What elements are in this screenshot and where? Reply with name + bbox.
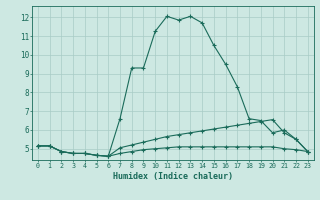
X-axis label: Humidex (Indice chaleur): Humidex (Indice chaleur) xyxy=(113,172,233,181)
